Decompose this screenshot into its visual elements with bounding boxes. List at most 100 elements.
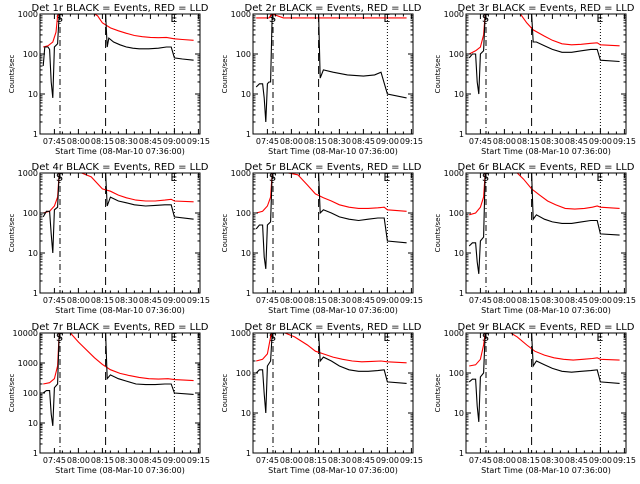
x-axis-label: Start Time (08-Mar-10 07:36:00) (55, 466, 185, 475)
y-tick-label: 1000 (444, 169, 464, 178)
plot-frame (39, 13, 201, 135)
events-series-line (42, 173, 194, 254)
x-tick-label: 08:45 (565, 137, 588, 146)
x-tick-label: 08:30 (541, 456, 564, 465)
y-tick-label: 1000 (444, 329, 464, 338)
panel-title: Det 4r BLACK = Events, RED = LLD (32, 162, 209, 173)
x-tick-label: 08:30 (328, 456, 351, 465)
y-tick-label: 100 (236, 369, 251, 378)
panel-title: Det 2r BLACK = Events, RED = LLD (245, 3, 422, 14)
y-tick-label: 10 (241, 249, 251, 258)
y-axis-label: Counts/sec (434, 374, 442, 413)
plot-frame (465, 172, 627, 294)
y-tick-label: 1 (246, 289, 251, 298)
x-tick-label: 08:15 (517, 296, 540, 305)
lld-series-line (43, 173, 194, 214)
events-series-line (255, 173, 407, 269)
x-tick-label: 08:15 (91, 456, 114, 465)
x-tick-label: 08:30 (115, 137, 138, 146)
x-axis-label: Start Time (08-Mar-10 07:36:00) (55, 147, 185, 156)
y-tick-label: 1 (246, 449, 251, 458)
y-axis-label: Counts/sec (221, 374, 229, 413)
x-tick-label: 08:00 (280, 137, 303, 146)
panel-title: Det 6r BLACK = Events, RED = LLD (458, 162, 635, 173)
x-tick-label: 07:45 (43, 137, 66, 146)
x-tick-label: 08:45 (139, 296, 162, 305)
x-tick-label: 08:45 (139, 137, 162, 146)
x-tick-label: 09:15 (400, 296, 423, 305)
plot-frame (39, 172, 201, 294)
events-series-line (42, 333, 194, 426)
x-tick-label: 07:45 (256, 296, 279, 305)
x-tick-label: 09:15 (613, 456, 636, 465)
x-tick-label: 08:00 (280, 296, 303, 305)
x-tick-label: 08:15 (91, 296, 114, 305)
x-axis-label: Start Time (08-Mar-10 07:36:00) (268, 466, 398, 475)
y-tick-label: 1000 (18, 169, 38, 178)
marker-label-s: S (269, 331, 276, 344)
plot-frame (252, 332, 414, 454)
lld-series-line (468, 14, 620, 55)
x-tick-label: 08:00 (67, 296, 90, 305)
x-tick-label: 08:30 (328, 137, 351, 146)
x-tick-label: 09:15 (187, 456, 210, 465)
x-tick-label: 09:00 (376, 456, 399, 465)
x-tick-label: 08:45 (565, 456, 588, 465)
x-tick-label: 09:00 (376, 137, 399, 146)
y-tick-label: 10000 (13, 329, 38, 338)
x-tick-label: 07:45 (469, 456, 492, 465)
plot-frame (252, 172, 414, 294)
x-tick-label: 07:45 (43, 456, 66, 465)
panel-title: Det 3r BLACK = Events, RED = LLD (458, 3, 635, 14)
x-axis-label: Start Time (08-Mar-10 07:36:00) (55, 306, 185, 315)
x-tick-label: 08:15 (304, 137, 327, 146)
y-tick-label: 10 (241, 90, 251, 99)
x-tick-label: 08:30 (328, 296, 351, 305)
x-tick-label: 07:45 (256, 456, 279, 465)
x-tick-label: 08:45 (352, 137, 375, 146)
y-tick-label: 1000 (231, 169, 251, 178)
x-tick-label: 08:00 (493, 296, 516, 305)
plot-frame (252, 13, 414, 135)
x-tick-label: 08:00 (67, 137, 90, 146)
y-tick-label: 10 (454, 249, 464, 258)
events-series-line (468, 333, 620, 422)
x-axis-label: Start Time (08-Mar-10 07:36:00) (481, 466, 611, 475)
x-tick-label: 07:45 (256, 137, 279, 146)
x-tick-label: 08:30 (115, 456, 138, 465)
x-tick-label: 08:00 (280, 456, 303, 465)
x-tick-label: 08:30 (115, 296, 138, 305)
events-series-line (255, 333, 407, 414)
events-series-line (468, 173, 620, 274)
x-axis-label: Start Time (08-Mar-10 07:36:00) (481, 147, 611, 156)
x-tick-label: 09:15 (187, 137, 210, 146)
x-tick-label: 08:00 (493, 456, 516, 465)
x-tick-label: 09:00 (163, 456, 186, 465)
y-axis-label: Counts/sec (221, 214, 229, 253)
y-tick-label: 100 (23, 50, 38, 59)
y-tick-label: 10 (28, 249, 38, 258)
y-tick-label: 100 (23, 389, 38, 398)
x-tick-label: 07:45 (43, 296, 66, 305)
y-tick-label: 10 (454, 90, 464, 99)
x-tick-label: 09:15 (400, 137, 423, 146)
x-tick-label: 08:15 (304, 456, 327, 465)
y-tick-label: 100 (449, 50, 464, 59)
y-tick-label: 10 (454, 409, 464, 418)
x-tick-label: 09:00 (163, 296, 186, 305)
x-tick-label: 09:15 (400, 456, 423, 465)
y-tick-label: 1 (246, 130, 251, 139)
x-tick-label: 08:45 (352, 296, 375, 305)
y-tick-label: 1 (459, 449, 464, 458)
x-tick-label: 09:00 (163, 137, 186, 146)
x-tick-label: 08:15 (304, 296, 327, 305)
lld-series-line (43, 14, 194, 48)
x-tick-label: 08:45 (352, 456, 375, 465)
